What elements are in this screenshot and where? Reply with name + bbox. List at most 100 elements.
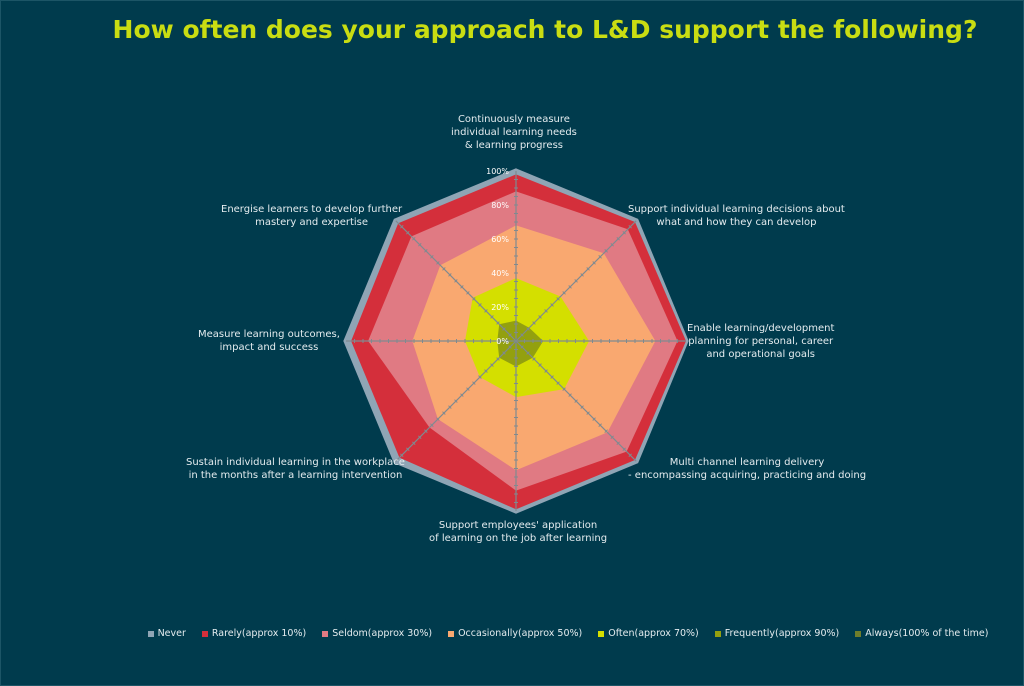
axis-tick [424, 249, 428, 253]
axis-tick [538, 315, 542, 319]
axis-tick [568, 285, 572, 289]
legend-swatch [714, 630, 721, 637]
axis-tick [616, 237, 620, 241]
legend-item: Seldom(approx 30%) [322, 628, 432, 639]
axis-tick [484, 309, 488, 313]
axis-tick [472, 381, 476, 385]
axis-tick [508, 333, 512, 337]
axis-tick [544, 369, 548, 373]
axis-tick [604, 249, 608, 253]
axis-tick [598, 423, 602, 427]
scale-tick-label: 40% [491, 269, 509, 278]
axis-tick [430, 423, 434, 427]
axis-tick [448, 405, 452, 409]
axis-label-1: Continuously measure individual learning… [451, 114, 577, 151]
axis-tick [478, 303, 482, 307]
axis-tick [520, 333, 524, 337]
axis-tick [604, 429, 608, 433]
legend-label: Often(approx 70%) [608, 628, 699, 639]
axis-tick [466, 291, 470, 295]
axis-tick [460, 285, 464, 289]
axis-label-2: Support individual learning decisions ab… [628, 204, 845, 228]
axis-tick [424, 429, 428, 433]
legend-label: Occasionally(approx 50%) [458, 628, 583, 639]
axis-tick [538, 363, 542, 367]
scale-tick-label: 100% [486, 167, 509, 176]
axis-tick [466, 387, 470, 391]
axis-tick [412, 441, 416, 445]
axis-tick [586, 267, 590, 271]
legend-label: Rarely(approx 10%) [211, 628, 307, 639]
legend-swatch [147, 630, 154, 637]
legend-swatch [855, 630, 862, 637]
axis-tick [568, 393, 572, 397]
axis-tick [526, 351, 530, 355]
axis-tick [580, 273, 584, 277]
axis-tick [496, 357, 500, 361]
legend-swatch [322, 630, 329, 637]
axis-tick [628, 453, 632, 457]
axis-tick [490, 315, 494, 319]
axis-tick [532, 321, 536, 325]
axis-tick [586, 411, 590, 415]
axis-tick [472, 297, 476, 301]
axis-tick [574, 399, 578, 403]
legend-label: Frequently(approx 90%) [724, 628, 840, 639]
legend-label: Seldom(approx 30%) [332, 628, 433, 639]
axis-tick [508, 345, 512, 349]
legend-item: Never [147, 628, 186, 639]
axis-tick [436, 417, 440, 421]
legend-swatch [448, 630, 455, 637]
axis-label-3: Enable learning/development planning for… [687, 323, 835, 360]
legend-swatch [598, 630, 605, 637]
axis-tick [502, 351, 506, 355]
axis-tick [532, 357, 536, 361]
scale-tick-label: 60% [491, 235, 509, 244]
axis-tick [592, 417, 596, 421]
axis-tick [622, 447, 626, 451]
axis-tick [592, 261, 596, 265]
axis-tick [556, 297, 560, 301]
axis-tick [454, 399, 458, 403]
axis-tick [610, 435, 614, 439]
axis-label-6: Sustain individual learning in the workp… [186, 457, 405, 481]
axis-tick [430, 255, 434, 259]
legend-item: Often(approx 70%) [598, 628, 699, 639]
axis-tick [496, 321, 500, 325]
scale-tick-label: 20% [491, 303, 509, 312]
axis-tick [412, 237, 416, 241]
axis-tick [478, 375, 482, 379]
axis-tick [550, 375, 554, 379]
axis-tick [610, 243, 614, 247]
axis-tick [406, 447, 410, 451]
axis-tick [562, 387, 566, 391]
legend-item: Frequently(approx 90%) [714, 628, 840, 639]
legend-label: Never [157, 628, 186, 639]
axis-label-8: Energise learners to develop further mas… [221, 204, 403, 228]
axis-tick [628, 225, 632, 229]
axis-tick [448, 273, 452, 277]
axis-tick [616, 441, 620, 445]
axis-tick [442, 411, 446, 415]
axis-tick [460, 393, 464, 397]
axis-tick [574, 279, 578, 283]
legend: Never Rarely(approx 10%) Seldom(approx 30%… [1, 628, 1024, 639]
legend-item: Occasionally(approx 50%) [448, 628, 582, 639]
axis-label-4: Multi channel learning delivery - encomp… [628, 457, 867, 481]
axis-tick [502, 327, 506, 331]
legend-item: Rarely(approx 10%) [201, 628, 307, 639]
axis-tick [484, 369, 488, 373]
axis-tick [520, 345, 524, 349]
chart-title: How often does your approach to L&D supp… [112, 15, 978, 44]
axis-tick [562, 291, 566, 295]
axis-tick [544, 309, 548, 313]
scale-tick-label: 80% [491, 201, 509, 210]
axis-tick [418, 243, 422, 247]
axis-tick [556, 381, 560, 385]
axis-tick [526, 327, 530, 331]
axis-tick [400, 453, 404, 457]
axis-tick [454, 279, 458, 283]
legend-swatch [201, 630, 208, 637]
axis-label-5: Support employees' application of learni… [429, 520, 608, 544]
axis-tick [550, 303, 554, 307]
